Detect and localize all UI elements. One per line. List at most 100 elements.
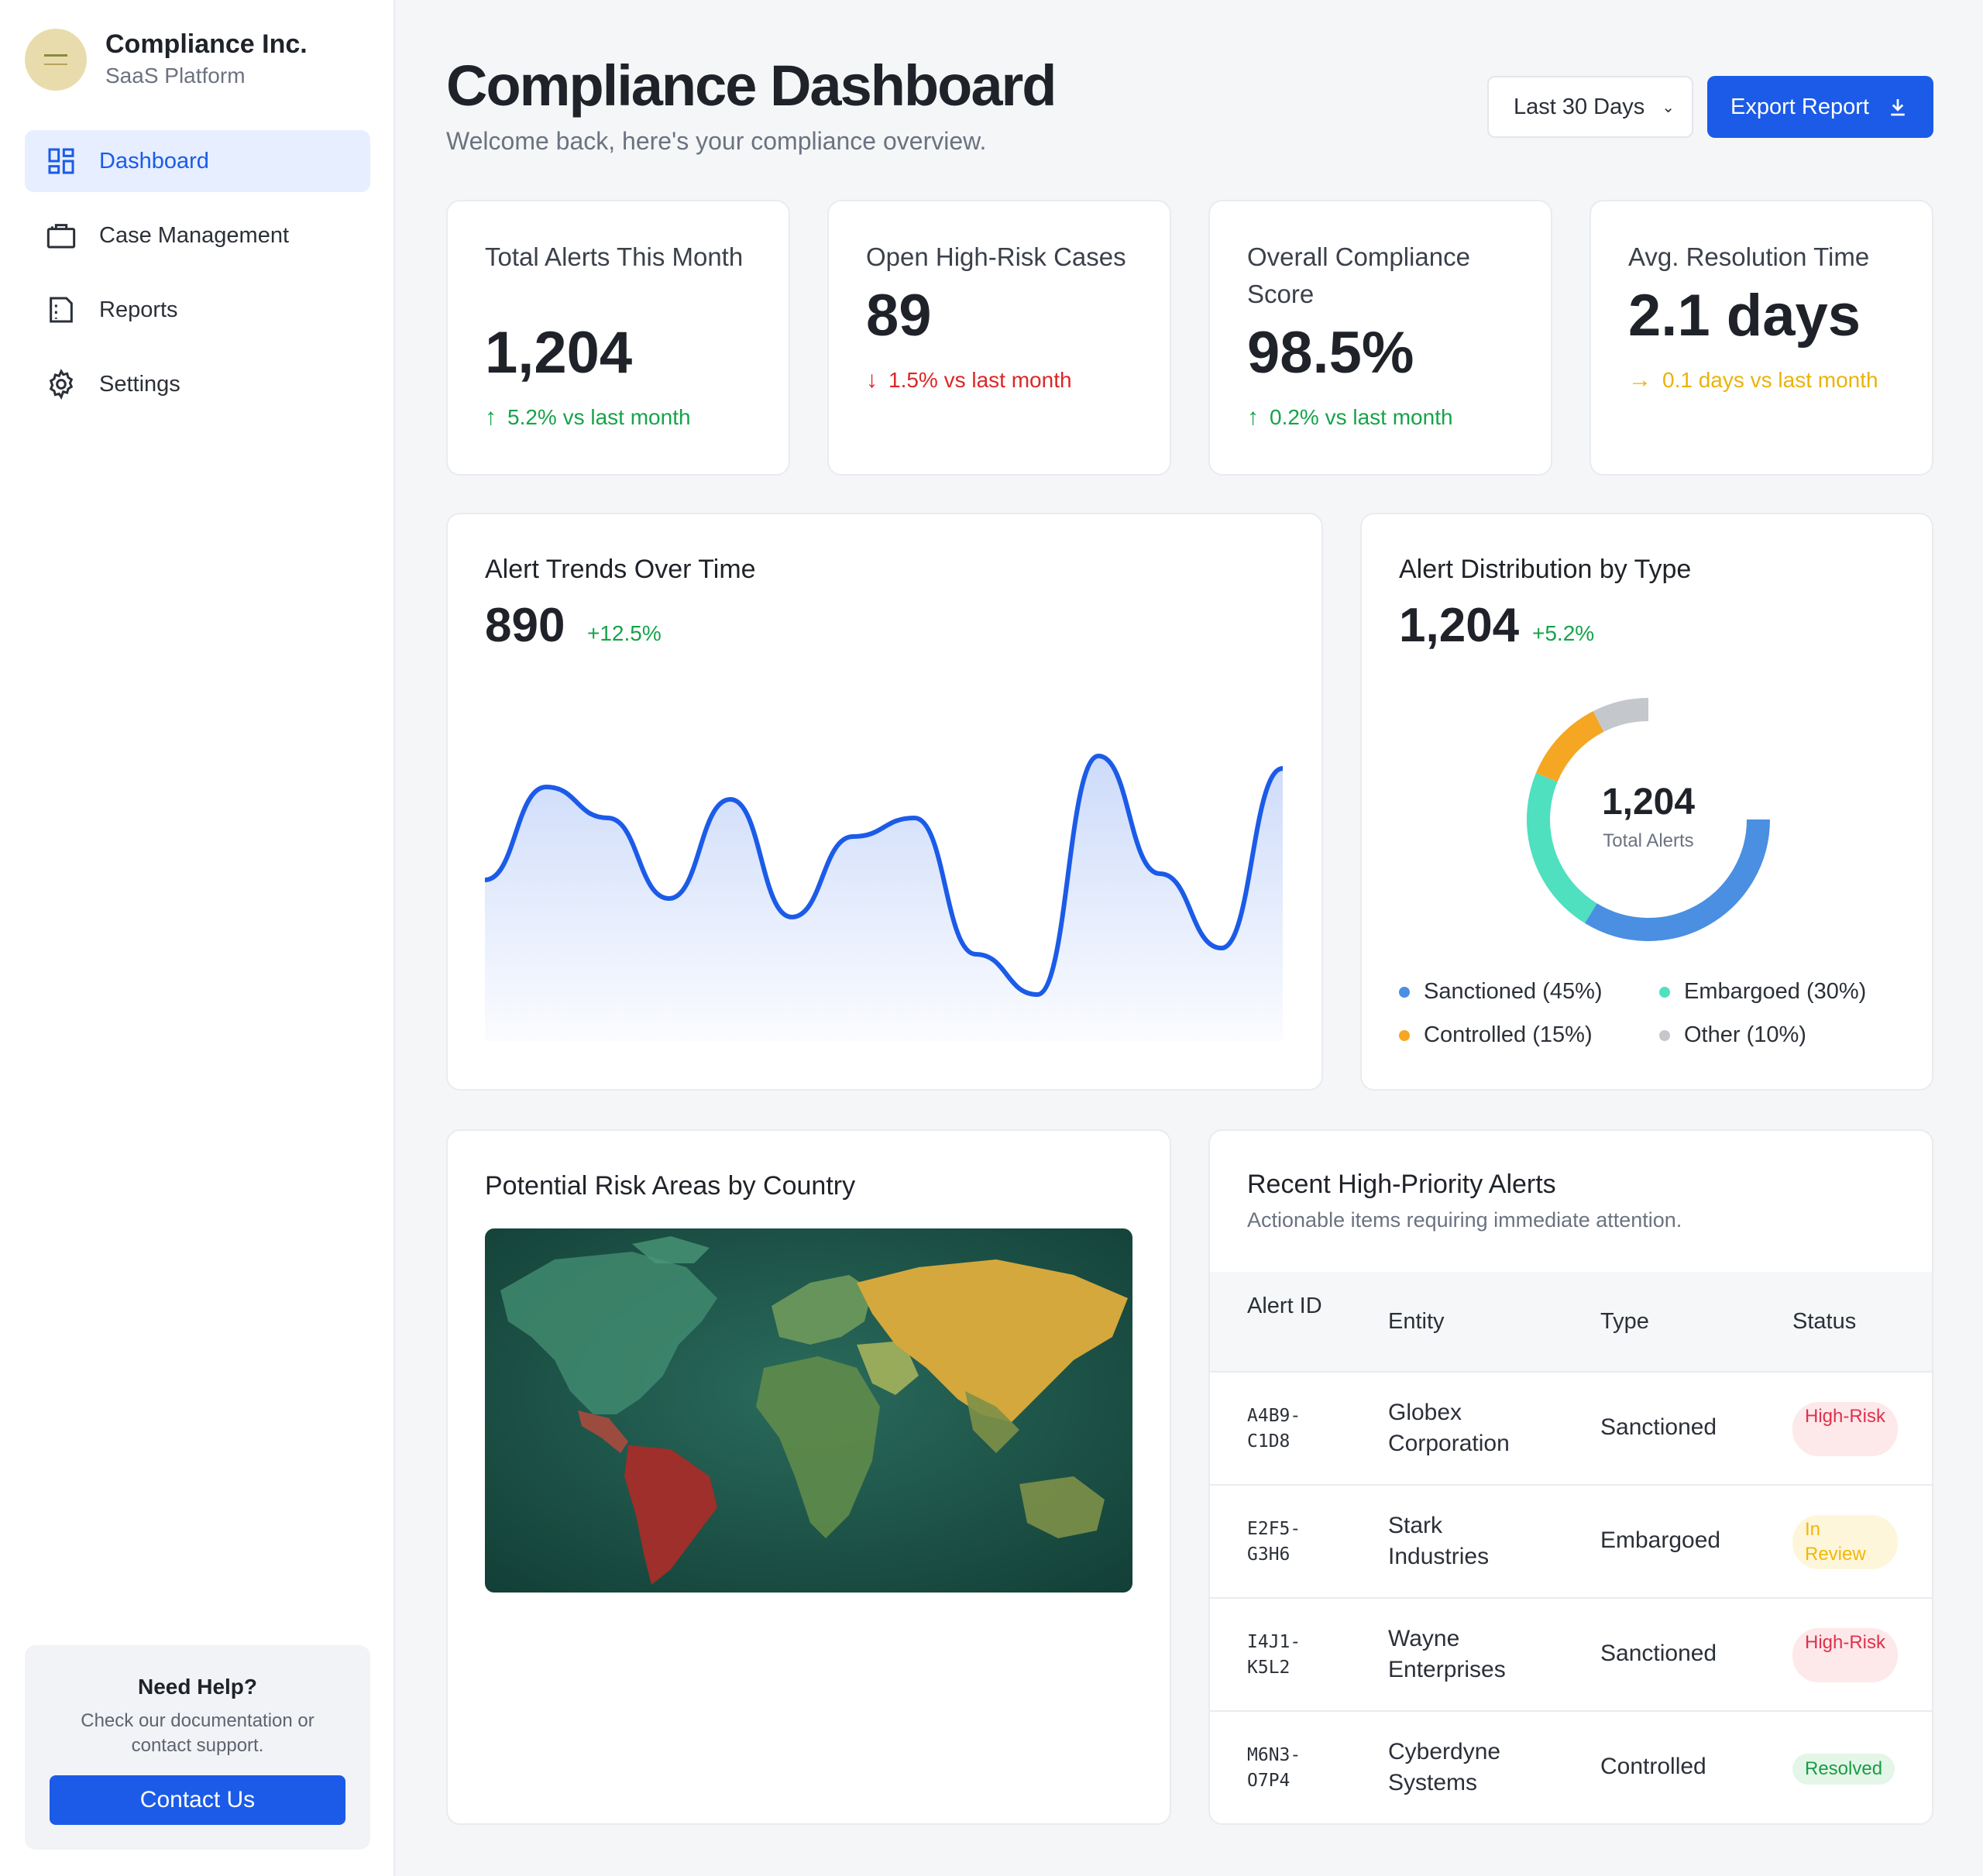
column-header-status[interactable]: Status [1792,1309,1857,1334]
alert-trends-chart [485,753,1283,1041]
donut-slice-embargoed[interactable] [1527,772,1597,923]
kpi-card-compliance-score: Overall Compliance Score 98.5% ↑ 0.2% vs… [1208,200,1552,476]
chevron-down-icon: ⌄ [1662,98,1675,116]
legend-label: Sanctioned (45%) [1424,979,1603,1004]
donut-slice-controlled[interactable] [1535,711,1604,782]
donut-slice-sanctioned[interactable] [1584,819,1770,941]
table-header: Alert ID Entity Type Status [1210,1272,1932,1373]
legend-item-controlled: Controlled (15%) [1399,1022,1593,1048]
kpi-delta: ↓ 1.5% vs last month [866,367,1072,393]
export-report-button[interactable]: Export Report [1707,76,1933,138]
column-header-alert-id[interactable]: Alert ID [1247,1294,1322,1318]
legend-label: Other (10%) [1684,1022,1806,1047]
alert-trends-card: Alert Trends Over Time 890 +12.5% [446,513,1323,1091]
type-cell: Sanctioned [1600,1641,1717,1666]
help-panel: Need Help? Check our documentation or co… [25,1645,370,1850]
kpi-delta: → 0.1 days vs last month [1628,367,1878,393]
dashboard-icon [45,145,77,177]
sidebar-nav: Dashboard Case Management Reports Settin… [25,130,370,428]
donut-center-label: Total Alerts [1603,830,1694,851]
alert-id-cell: I4J1-K5L2 [1247,1632,1301,1678]
table-row[interactable]: A4B9-C1D8 Globex Corporation Sanctioned … [1210,1373,1932,1486]
kpi-value: 98.5% [1247,320,1414,386]
trend-line [485,753,1283,998]
kpi-delta: ↑ 5.2% vs last month [485,404,691,431]
kpi-value: 1,204 [485,320,633,386]
sidebar: Compliance Inc. SaaS Platform Dashboard … [0,0,395,1876]
arrow-right-icon: → [1628,367,1651,393]
kpi-label: Total Alerts This Month [485,242,744,271]
kpi-delta-text: 0.1 days vs last month [1662,368,1878,392]
kpi-label: Open High-Risk Cases [866,242,1126,271]
kpi-value: 89 [866,283,932,349]
sidebar-item-label: Settings [99,371,180,397]
legend-item-embargoed: Embargoed (30%) [1659,979,1866,1005]
entity-cell: Globex Corporation [1388,1400,1510,1456]
sidebar-item-reports[interactable]: Reports [25,279,370,341]
sidebar-item-label: Dashboard [99,148,209,174]
status-badge: Resolved [1792,1754,1895,1785]
alert-distribution-donut [1527,698,1770,941]
export-report-label: Export Report [1730,94,1869,119]
sidebar-item-label: Case Management [99,222,290,248]
status-badge: High-Risk [1792,1628,1898,1682]
kpi-card-high-risk: Open High-Risk Cases 89 ↓ 1.5% vs last m… [827,200,1171,476]
help-text: Check our documentation or contact suppo… [81,1710,314,1756]
legend-label: Controlled (15%) [1424,1022,1593,1047]
alert-distribution-delta: +5.2% [1532,621,1595,645]
entity-cell: Cyberdyne Systems [1388,1739,1501,1795]
download-icon [1891,99,1905,116]
alert-trends-value: 890 [485,599,565,652]
contact-us-button[interactable]: Contact Us [50,1775,345,1825]
type-cell: Controlled [1600,1754,1706,1779]
recent-alerts-title: Recent High-Priority Alerts [1247,1170,1556,1199]
kpi-card-resolution-time: Avg. Resolution Time 2.1 days → 0.1 days… [1589,200,1933,476]
column-header-entity[interactable]: Entity [1388,1309,1445,1334]
recent-alerts-subtitle: Actionable items requiring immediate att… [1247,1208,1682,1232]
table-row[interactable]: E2F5-G3H6 Stark Industries Embargoed In … [1210,1486,1932,1599]
help-title: Need Help? [137,1675,258,1699]
status-badge: In Review [1792,1515,1898,1569]
table-row[interactable]: M6N3-O7P4 Cyberdyne Systems Controlled R… [1210,1712,1932,1823]
kpi-delta: ↑ 0.2% vs last month [1247,404,1453,431]
status-badge: High-Risk [1792,1402,1898,1456]
company-subtitle: SaaS Platform [105,64,246,88]
kpi-label: Avg. Resolution Time [1628,242,1870,271]
legend-item-other: Other (10%) [1659,1022,1806,1048]
sidebar-item-settings[interactable]: Settings [25,353,370,415]
alert-trends-title: Alert Trends Over Time [485,555,756,584]
recent-alerts-card: Recent High-Priority Alerts Actionable i… [1208,1129,1933,1825]
arrow-up-icon: ↑ [485,404,497,430]
legend-swatch [1659,986,1670,998]
brand[interactable]: Compliance Inc. SaaS Platform [25,28,308,91]
world-risk-map[interactable] [485,1228,1132,1593]
table-row[interactable]: I4J1-K5L2 Wayne Enterprises Sanctioned H… [1210,1599,1932,1712]
entity-cell: Wayne Enterprises [1388,1626,1506,1682]
entity-cell: Stark Industries [1388,1513,1490,1569]
legend-label: Embargoed (30%) [1684,979,1867,1004]
alert-distribution-card: Alert Distribution by Type 1,204 +5.2% 1… [1360,513,1933,1091]
briefcase-icon [45,219,77,252]
gear-icon [45,368,77,400]
legend-item-sanctioned: Sanctioned (45%) [1399,979,1603,1005]
kpi-card-total-alerts: Total Alerts This Month 1,204 ↑ 5.2% vs … [446,200,790,476]
donut-slice-other[interactable] [1593,698,1649,733]
report-icon [45,294,77,326]
date-range-select[interactable]: Last 30 Days ⌄ [1487,76,1693,138]
alert-trends-delta: +12.5% [587,621,662,645]
sidebar-item-case-management[interactable]: Case Management [25,204,370,266]
sidebar-item-label: Reports [99,297,178,322]
alert-id-cell: M6N3-O7P4 [1247,1745,1301,1791]
risk-map-title: Potential Risk Areas by Country [485,1171,856,1201]
legend-swatch [1659,1029,1670,1041]
sidebar-item-dashboard[interactable]: Dashboard [25,130,370,192]
kpi-delta-text: 0.2% vs last month [1270,405,1453,429]
type-cell: Sanctioned [1600,1414,1717,1440]
type-cell: Embargoed [1600,1527,1721,1553]
arrow-down-icon: ↓ [866,367,878,393]
company-logo [25,29,87,91]
arrow-up-icon: ↑ [1247,404,1259,430]
alert-id-cell: E2F5-G3H6 [1247,1519,1301,1565]
page-subtitle: Welcome back, here's your compliance ove… [446,127,987,155]
column-header-type[interactable]: Type [1600,1309,1649,1334]
